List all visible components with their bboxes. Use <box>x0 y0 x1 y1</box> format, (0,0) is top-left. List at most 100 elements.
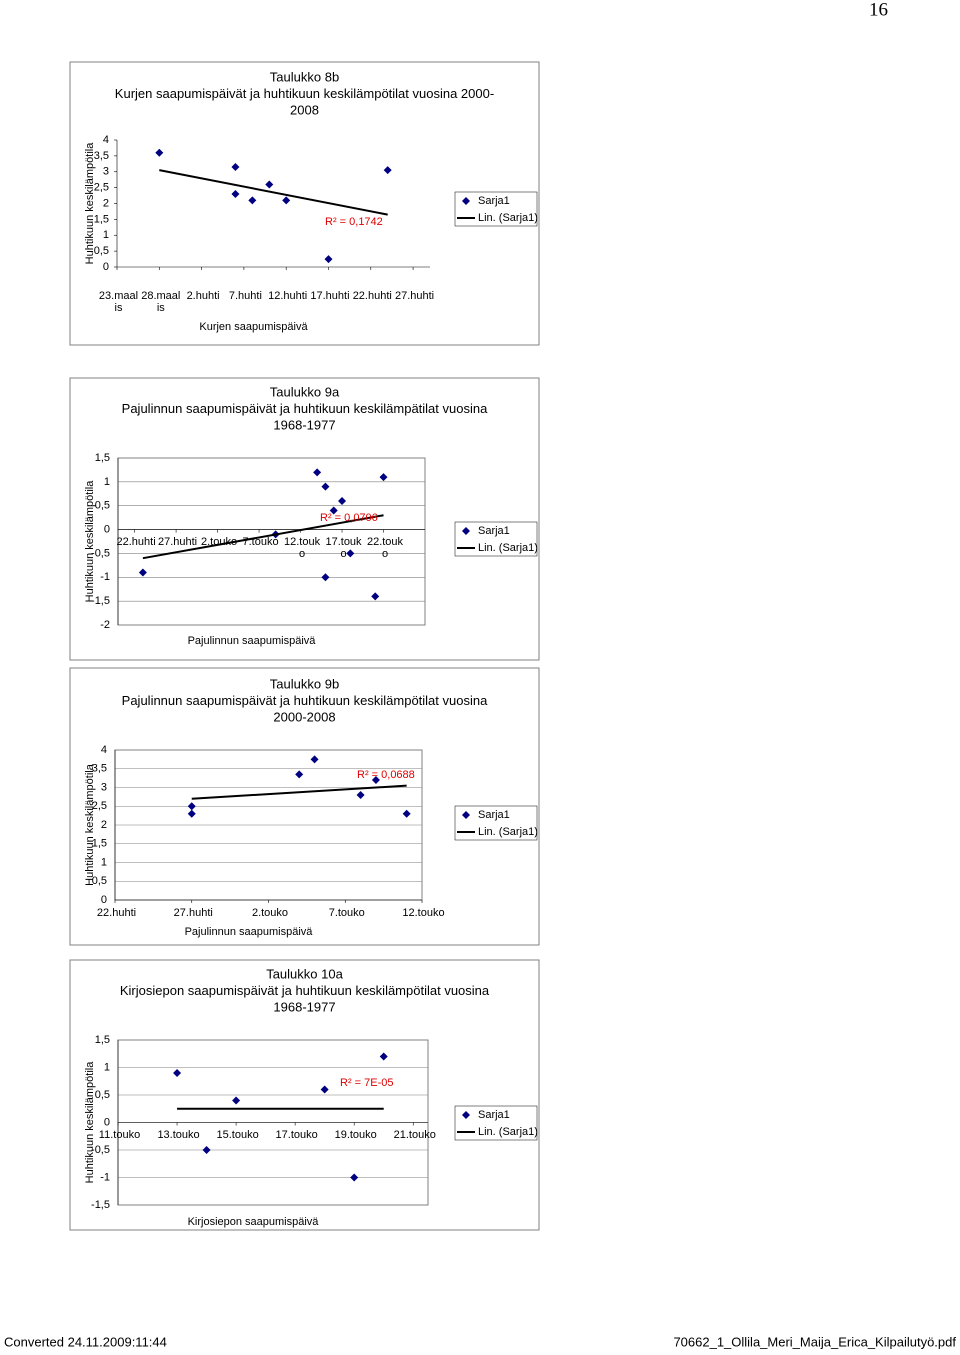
legend-label: Sarja1 <box>478 195 510 207</box>
x-tick-label-box: 2.touko <box>252 907 288 919</box>
trend-line <box>191 784 407 800</box>
y-tick-label: 1,5 <box>92 838 107 850</box>
x-tick-label: 27.huhti <box>157 535 198 548</box>
chart-title: Kirjosiepon saapumispäivät ja huhtikuun … <box>120 983 490 998</box>
y-axis-label: Huhtikuun keskilämpötila <box>84 763 96 886</box>
chart-title: Taulukko 8b <box>270 69 339 84</box>
x-tick-label: 22.huhti <box>116 535 156 548</box>
data-point <box>187 802 196 811</box>
x-tick-label-box: 22.touko <box>366 535 404 560</box>
x-tick-label-box: 27.huhti <box>395 290 434 302</box>
legend-marker <box>462 197 470 205</box>
x-axis-label: Pajulinnun saapumispäivä <box>188 635 317 647</box>
data-point <box>338 496 347 505</box>
x-tick-label: 17.huhti <box>310 290 350 302</box>
legend-frame <box>454 1105 538 1141</box>
y-tick-label: 4 <box>101 744 107 756</box>
x-tick-label-box: 2.huhti <box>187 290 220 302</box>
data-point <box>231 162 240 171</box>
y-tick-label: 0,5 <box>92 875 107 887</box>
y-axis-label: Huhtikuun keskilämpötila <box>84 480 96 603</box>
chart-title: Pajulinnun saapumispäivät ja huhtikuun k… <box>122 401 488 416</box>
x-tick-label: 15.touko <box>216 1128 259 1141</box>
x-tick-label-box: 22.huhti <box>352 290 392 302</box>
x-tick-label: 12.touko <box>283 535 321 560</box>
data-point <box>295 770 304 779</box>
x-tick-label: 19.touko <box>334 1128 377 1141</box>
x-tick-label: 22.touko <box>366 535 404 560</box>
x-tick-label-box: 13.touko <box>157 1129 199 1141</box>
data-point <box>379 1052 388 1061</box>
y-tick-label: 0 <box>104 523 110 535</box>
y-tick-label: 0 <box>101 894 107 906</box>
data-point <box>248 196 257 205</box>
x-tick-label-box: 21.touko <box>393 1128 436 1141</box>
x-axis-label: Kurjen saapumispäivä <box>199 321 308 333</box>
data-point <box>202 1146 211 1154</box>
x-tick-label-box: 7.touko <box>329 907 365 919</box>
y-tick-label: 3,5 <box>94 150 109 162</box>
data-point <box>231 189 240 198</box>
y-tick-label: 2,5 <box>94 182 109 194</box>
chart-title: Taulukko 9a <box>270 384 340 399</box>
legend-label: Lin. (Sarja1) <box>478 826 538 838</box>
trend-line <box>159 169 388 216</box>
y-tick-label: 0,5 <box>94 245 109 257</box>
r-squared: R² = 7E-05 <box>340 1077 394 1089</box>
x-tick-label-box: 12.touko <box>283 535 321 560</box>
y-tick-label: 1 <box>104 1061 110 1073</box>
y-tick-label: 2,5 <box>92 800 107 812</box>
footer-left: Converted 24.11.2009:11:44 <box>4 1334 167 1349</box>
y-tick-label: 0 <box>104 1116 110 1128</box>
data-point <box>350 1173 359 1182</box>
x-tick-label: 21.touko <box>393 1128 436 1141</box>
data-point <box>265 180 274 189</box>
chart: Taulukko 9a Pajulinnun saapumispäivät ja … <box>69 377 540 661</box>
x-tick-label-box: 27.huhti <box>174 907 213 919</box>
y-axis-label: Huhtikuun keskilämpötila <box>84 142 96 265</box>
x-tick-label-box: 28.maalis <box>141 290 181 314</box>
legend-marker <box>462 1111 470 1119</box>
chart-title: 1968-1977 <box>273 999 335 1014</box>
legend-frame <box>454 191 538 227</box>
y-tick-label: 1,5 <box>95 452 110 464</box>
x-tick-label-box: 12.touko <box>402 907 444 919</box>
y-tick-label: 2 <box>103 197 109 209</box>
data-point <box>346 549 355 558</box>
y-tick-label: -2 <box>100 619 110 631</box>
legend-marker <box>462 527 470 535</box>
data-point <box>232 1096 241 1105</box>
data-point <box>310 755 319 764</box>
x-axis-label: Kirjosiepon saapumispäivä <box>188 1216 320 1228</box>
data-point <box>321 482 330 491</box>
chart-title: 2008 <box>290 102 319 117</box>
x-tick-label: 22.huhti <box>352 290 392 302</box>
chart-title: Kurjen saapumispäivät ja huhtikuun keski… <box>115 86 494 101</box>
y-tick-label: 1,5 <box>94 213 109 225</box>
data-point <box>155 148 164 157</box>
data-point <box>313 468 322 477</box>
chart-title: 1968-1977 <box>273 417 335 432</box>
x-tick-label-box: 23.maalis <box>98 290 139 314</box>
x-tick-label-box: 22.huhti <box>116 535 156 548</box>
legend-label: Sarja1 <box>478 525 510 537</box>
y-tick-label: -1 <box>100 571 110 583</box>
page-number: 16 <box>869 0 888 20</box>
data-point <box>321 573 330 582</box>
legend-label: Lin. (Sarja1) <box>478 212 538 224</box>
x-tick-label: 17.touko <box>325 535 362 560</box>
x-tick-label: 17.touko <box>275 1128 318 1141</box>
x-tick-label: 2.touko <box>201 535 238 548</box>
chart-title: Pajulinnun saapumispäivät ja huhtikuun k… <box>122 693 488 708</box>
data-point <box>173 1069 182 1077</box>
x-tick-label: 23.maalis <box>98 290 139 314</box>
x-tick-label-box: 17.touko <box>325 535 362 560</box>
y-tick-label: 2 <box>101 819 107 831</box>
footer-right: 70662_1_Ollila_Meri_Maija_Erica_Kilpailu… <box>673 1334 956 1349</box>
data-point <box>383 166 392 175</box>
data-point <box>371 592 380 601</box>
y-tick-label: -1,5 <box>91 1199 110 1211</box>
data-point <box>371 776 380 784</box>
x-tick-label: 28.maalis <box>141 290 181 314</box>
y-tick-label: 3 <box>101 781 107 793</box>
